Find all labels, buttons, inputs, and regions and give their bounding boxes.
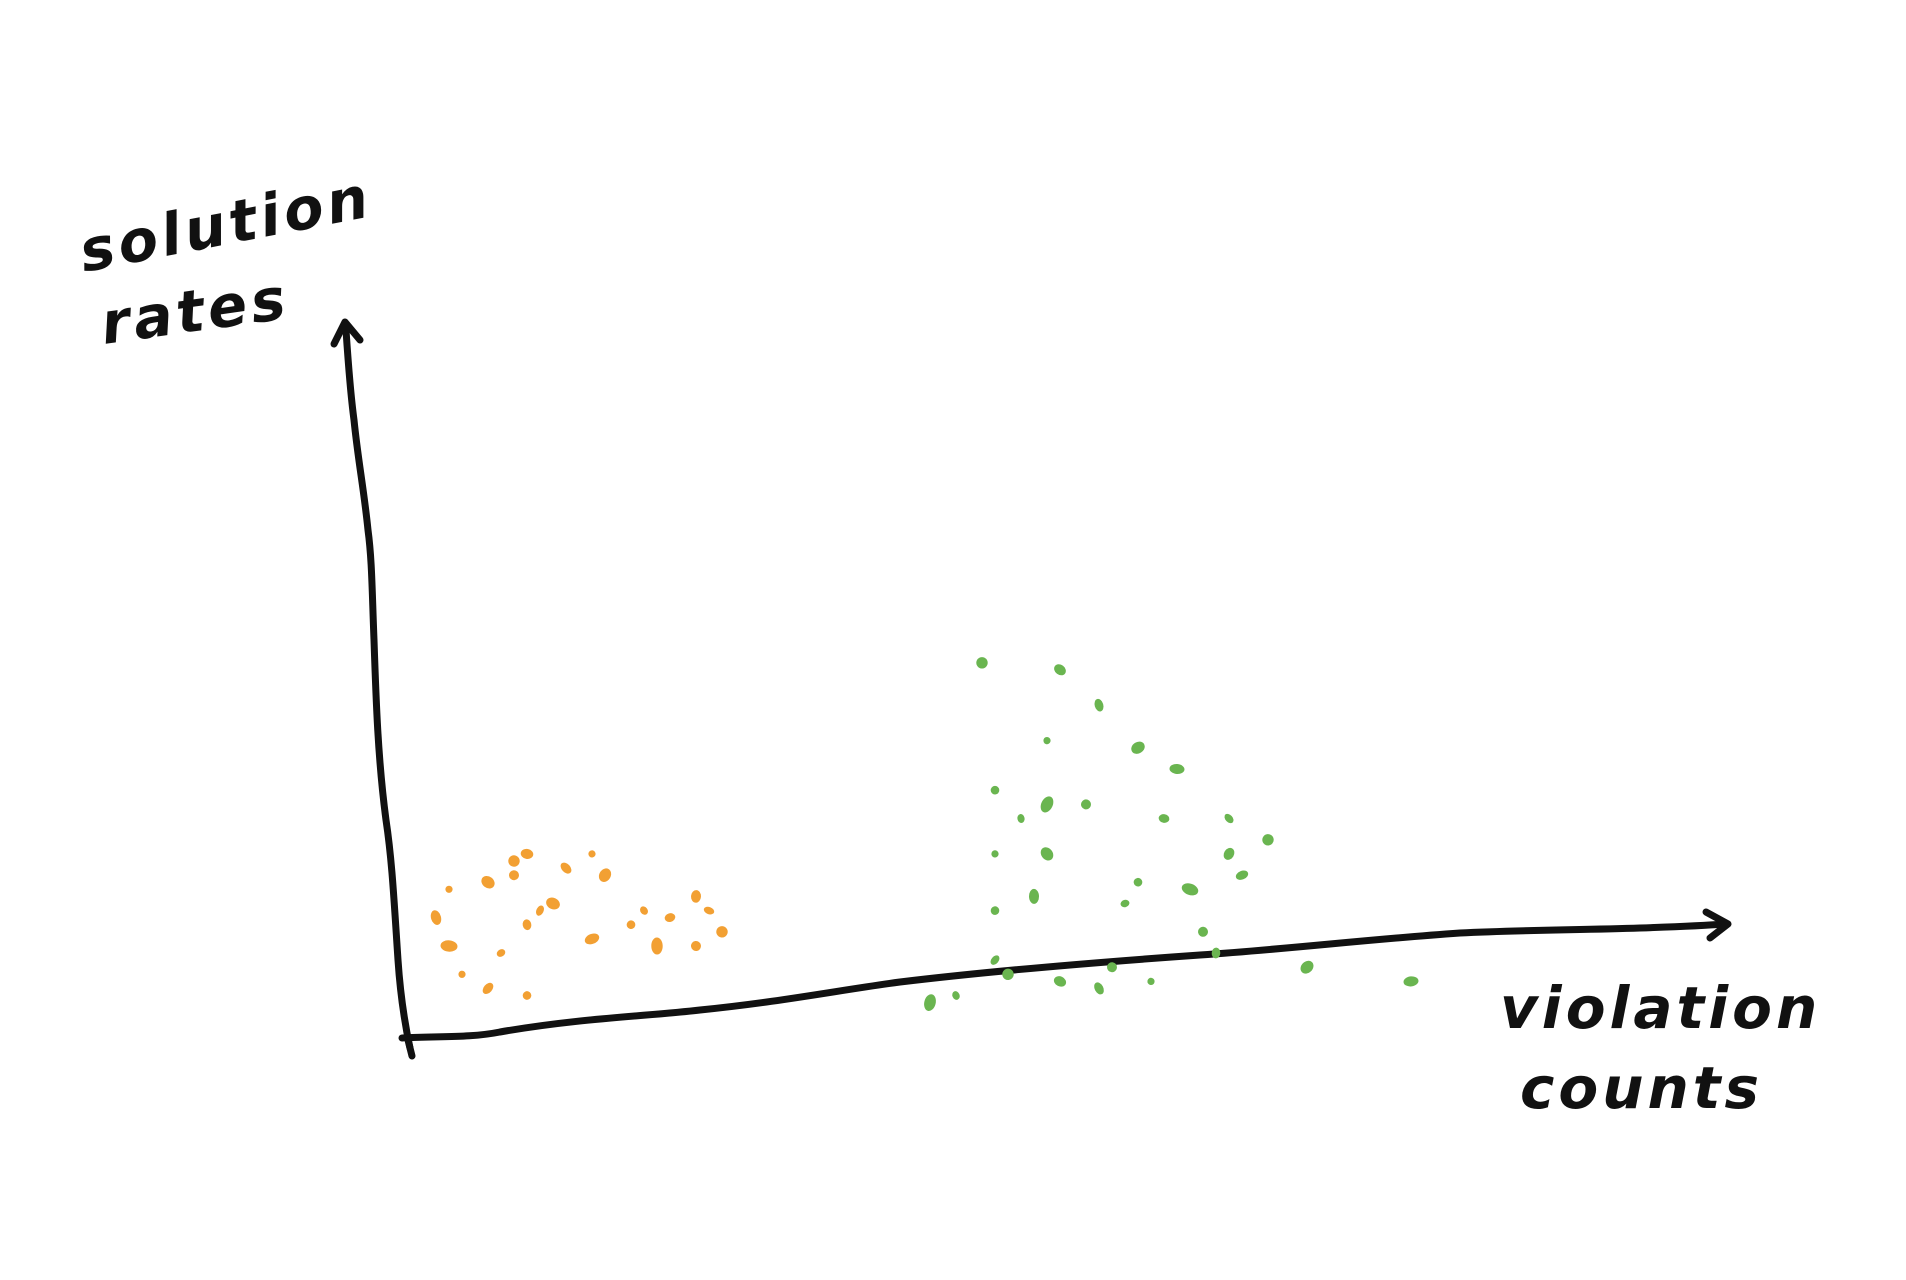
point-green-26 xyxy=(1094,982,1104,995)
point-green-29 xyxy=(1403,976,1419,987)
point-green-23 xyxy=(990,955,1000,965)
point-orange-1 xyxy=(481,875,495,889)
x-axis-arrowhead xyxy=(1702,908,1732,942)
point-green-11 xyxy=(1224,813,1234,824)
point-green-18 xyxy=(1133,877,1143,887)
point-orange-15 xyxy=(626,920,636,930)
point-green-15 xyxy=(991,850,999,858)
point-green-5 xyxy=(1169,763,1185,775)
point-orange-5 xyxy=(440,940,458,952)
x-axis-line xyxy=(398,920,1728,1042)
scatter-points xyxy=(430,657,1419,1011)
point-orange-3 xyxy=(522,991,532,1000)
point-green-19 xyxy=(1120,899,1130,908)
point-green-10 xyxy=(1158,814,1170,823)
point-orange-19 xyxy=(664,913,676,923)
point-green-9 xyxy=(1081,799,1092,810)
point-green-27 xyxy=(1147,977,1155,986)
point-orange-0 xyxy=(445,885,453,893)
point-green-24 xyxy=(1002,968,1014,980)
point-orange-25 xyxy=(546,897,560,910)
point-green-3 xyxy=(1043,736,1051,745)
point-green-8 xyxy=(1040,796,1054,813)
point-orange-14 xyxy=(584,933,600,945)
point-orange-17 xyxy=(651,937,663,955)
origin-tick xyxy=(404,1036,416,1060)
y-axis-label-line-1: solution xyxy=(74,162,378,285)
point-green-13 xyxy=(1223,847,1235,860)
point-green-21 xyxy=(1198,926,1208,937)
x-axis-label-line-2: counts xyxy=(1520,1054,1763,1122)
point-green-6 xyxy=(990,785,1000,795)
point-green-16 xyxy=(1040,847,1054,861)
point-green-1 xyxy=(1054,664,1066,676)
point-green-30 xyxy=(990,906,1000,915)
point-orange-7 xyxy=(522,919,532,931)
point-green-28 xyxy=(1300,960,1314,974)
point-green-12 xyxy=(1262,834,1274,846)
point-orange-12 xyxy=(588,850,596,858)
point-green-20 xyxy=(1181,883,1199,896)
y-axis-label: solution rates xyxy=(74,162,378,357)
point-orange-9 xyxy=(508,855,520,867)
x-axis-label-line-1: violation xyxy=(1500,974,1821,1042)
point-orange-10 xyxy=(520,848,534,859)
point-orange-4 xyxy=(496,949,506,957)
point-orange-8 xyxy=(535,905,545,916)
point-green-25 xyxy=(1053,976,1067,987)
x-axis-label: violation counts xyxy=(1500,974,1821,1122)
point-green-33 xyxy=(1107,962,1117,973)
y-axis xyxy=(330,318,414,1052)
point-orange-18 xyxy=(691,941,701,951)
x-axis xyxy=(398,908,1732,1060)
point-orange-24 xyxy=(458,970,466,978)
point-orange-2 xyxy=(430,910,442,925)
point-green-32 xyxy=(924,994,936,1011)
point-green-0 xyxy=(976,657,988,669)
point-green-17 xyxy=(1028,888,1040,904)
point-orange-6 xyxy=(509,870,519,881)
point-green-7 xyxy=(1017,814,1025,823)
point-orange-11 xyxy=(560,862,572,874)
point-orange-16 xyxy=(640,906,648,915)
point-orange-21 xyxy=(716,926,728,938)
point-orange-20 xyxy=(703,906,715,915)
point-green-31 xyxy=(952,991,960,1000)
point-orange-23 xyxy=(482,982,494,994)
point-orange-13 xyxy=(598,868,612,882)
point-orange-22 xyxy=(690,890,702,903)
point-green-2 xyxy=(1094,698,1104,712)
y-axis-arrowhead xyxy=(330,318,364,348)
y-axis-line xyxy=(342,326,414,1052)
point-green-22 xyxy=(1211,947,1221,959)
y-axis-label-line-2: rates xyxy=(96,264,293,358)
point-green-4 xyxy=(1131,741,1145,754)
point-green-14 xyxy=(1235,870,1249,880)
